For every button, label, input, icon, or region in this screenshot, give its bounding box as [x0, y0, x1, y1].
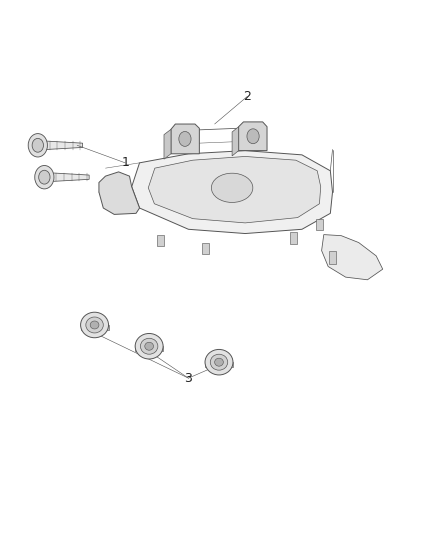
Polygon shape: [164, 130, 171, 159]
Polygon shape: [239, 122, 267, 151]
Polygon shape: [99, 172, 140, 214]
Polygon shape: [232, 127, 239, 156]
Circle shape: [32, 139, 43, 152]
Polygon shape: [329, 251, 336, 264]
Ellipse shape: [205, 350, 233, 375]
Ellipse shape: [135, 334, 163, 359]
Text: 3: 3: [184, 372, 192, 385]
Polygon shape: [46, 141, 83, 150]
Polygon shape: [52, 173, 89, 181]
Polygon shape: [205, 362, 233, 367]
Ellipse shape: [90, 321, 99, 329]
Ellipse shape: [141, 338, 158, 354]
Text: 1: 1: [121, 156, 129, 169]
Polygon shape: [290, 232, 297, 244]
Ellipse shape: [145, 342, 153, 350]
Circle shape: [179, 132, 191, 147]
Ellipse shape: [215, 358, 223, 366]
Polygon shape: [316, 219, 323, 230]
Circle shape: [247, 129, 259, 144]
Circle shape: [39, 170, 50, 184]
Text: 2: 2: [244, 90, 251, 103]
Polygon shape: [202, 243, 209, 254]
Polygon shape: [135, 346, 163, 351]
Polygon shape: [156, 235, 163, 246]
Polygon shape: [171, 124, 199, 154]
Ellipse shape: [212, 173, 253, 203]
Polygon shape: [148, 157, 321, 223]
Polygon shape: [81, 325, 109, 330]
Ellipse shape: [210, 354, 228, 370]
Polygon shape: [321, 235, 383, 280]
Ellipse shape: [86, 317, 103, 333]
Ellipse shape: [81, 312, 109, 338]
Circle shape: [35, 165, 54, 189]
Polygon shape: [132, 151, 332, 233]
Circle shape: [28, 134, 47, 157]
